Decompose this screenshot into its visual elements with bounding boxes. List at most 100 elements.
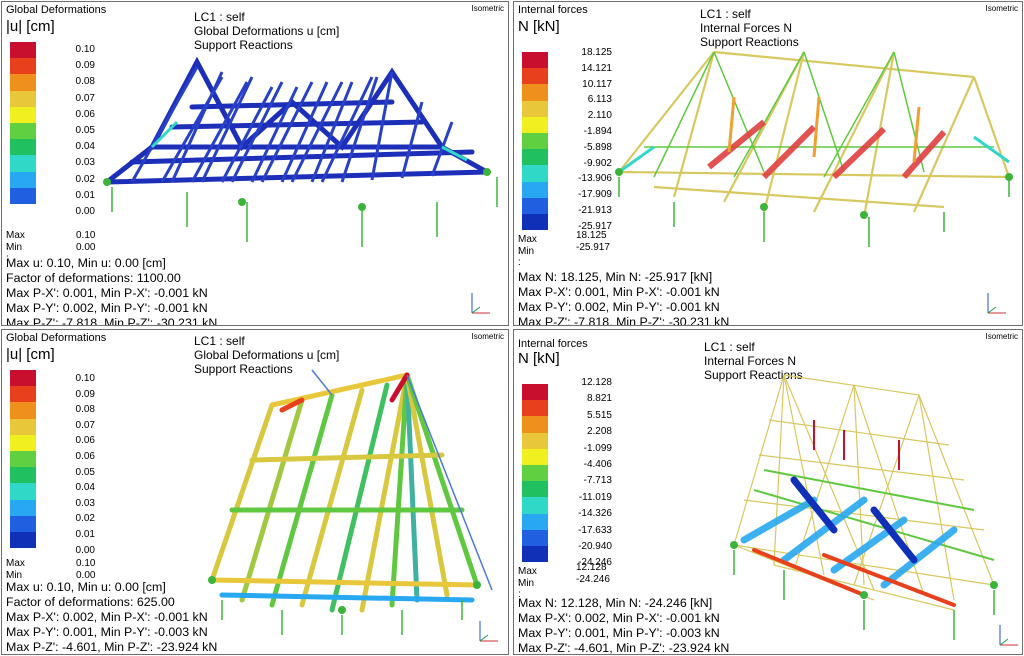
scale-tick-label: -13.906 <box>578 173 612 185</box>
scale-swatch <box>522 529 548 546</box>
legend-title: Internal forces <box>518 4 588 16</box>
scale-tick-label: -5.898 <box>583 141 612 153</box>
deformation-panel-2[interactable]: Global Deformations |u| [cm] Isometric L… <box>1 329 509 655</box>
result-line: Max P-X': 0.002, Min P-X': -0.001 kN <box>518 611 720 625</box>
max-label: Max : <box>6 230 25 252</box>
scale-swatch <box>522 384 548 401</box>
axis-triad-icon <box>980 288 1010 318</box>
scale-tick-label: -21.913 <box>578 205 612 216</box>
scale-swatch <box>522 84 548 101</box>
scale-tick-label: 12.128 <box>581 377 612 388</box>
scale-swatch <box>10 90 36 107</box>
legend-unit: N [kN] <box>518 350 560 367</box>
result-line: Max P-Y': 0.002, Min P-Y': -0.001 kN <box>518 300 720 314</box>
result-type-label: Global Deformations u [cm] <box>194 24 340 38</box>
scale-swatch <box>10 74 36 91</box>
color-scale <box>10 370 36 549</box>
scale-tick-label: -7.713 <box>583 475 612 487</box>
header-block: LC1 : self Global Deformations u [cm] Su… <box>194 10 339 52</box>
results-summary: Max u: 0.10, Min u: 0.00 [cm] Factor of … <box>6 256 218 326</box>
results-summary: Max N: 12.128, Min N: -24.246 [kN] Max P… <box>518 596 729 654</box>
scale-swatch <box>522 448 548 465</box>
scale-swatch <box>522 545 548 563</box>
scale-tick-label: 0.06 <box>75 451 95 462</box>
result-line: Factor of deformations: 1100.00 <box>6 271 181 285</box>
scale-tick-label: 0.08 <box>75 404 95 416</box>
max-value: 18.125 <box>576 230 607 241</box>
structure-render[interactable] <box>614 37 1023 252</box>
scale-swatch <box>10 171 36 188</box>
min-value: 0.00 <box>76 242 96 253</box>
scale-swatch <box>522 213 548 231</box>
view-label[interactable]: Isometric <box>471 332 504 341</box>
view-label[interactable]: Isometric <box>471 4 504 13</box>
scale-swatch <box>10 402 36 419</box>
structure-render[interactable] <box>724 360 1019 645</box>
min-label: Min : <box>518 578 535 600</box>
min-value: -25.917 <box>576 242 610 253</box>
legend-title: Global Deformations <box>6 332 107 344</box>
scale-swatch <box>522 497 548 514</box>
scale-swatch <box>522 116 548 133</box>
header-block: LC1 : self Internal Forces N Support Rea… <box>700 7 799 49</box>
max-value: 0.10 <box>76 230 96 241</box>
scale-swatch <box>10 418 36 435</box>
scale-tick-label: -14.326 <box>578 508 612 520</box>
scale-swatch <box>522 416 548 433</box>
deformation-panel-1[interactable]: Global Deformations |u| [cm] Isometric L… <box>1 1 509 326</box>
scale-tick-label: 0.10 <box>75 44 95 55</box>
internal-forces-panel-1[interactable]: Internal forces N [kN] Isometric LC1 : s… <box>513 1 1023 326</box>
scale-swatch <box>10 122 36 140</box>
scale-swatch <box>10 370 36 387</box>
scale-swatch <box>522 132 548 150</box>
scale-swatch <box>10 499 36 516</box>
result-line: Max P-X': 0.001, Min P-X': -0.001 kN <box>6 286 208 300</box>
header-block: LC1 : self Internal Forces N Support Rea… <box>704 340 803 382</box>
scale-tick-label: 0.02 <box>75 173 95 185</box>
scale-swatch <box>10 139 36 156</box>
min-label: Min : <box>518 246 535 268</box>
max-label: Max : <box>518 566 537 588</box>
scale-swatch <box>10 106 36 123</box>
scale-tick-label: 0.08 <box>75 76 95 88</box>
internal-forces-panel-2[interactable]: Internal forces N [kN] Isometric LC1 : s… <box>513 329 1023 655</box>
scale-swatch <box>522 400 548 417</box>
scale-tick-label: 10.117 <box>582 78 612 90</box>
structure-render[interactable] <box>92 42 509 252</box>
scale-tick-label: 0.06 <box>75 108 95 120</box>
scale-tick-label: 0.09 <box>75 60 95 72</box>
scale-tick-label: -4.406 <box>583 459 612 470</box>
scale-swatch <box>10 483 36 500</box>
scale-tick-label: 0.06 <box>75 435 95 447</box>
result-line: Max P-X': 0.002, Min P-X': -0.001 kN <box>6 610 208 624</box>
scale-swatch <box>522 513 548 530</box>
result-line: Max P-X': 0.001, Min P-X': -0.001 kN <box>518 285 720 299</box>
result-type-label: Internal Forces N <box>700 21 793 35</box>
header-block: LC1 : self Global Deformations u [cm] Su… <box>194 334 339 376</box>
scale-swatch <box>10 386 36 403</box>
view-label[interactable]: Isometric <box>985 4 1018 13</box>
scale-tick-label: 18.125 <box>581 47 612 58</box>
scale-swatch <box>10 155 36 172</box>
result-line: Max P-Z': -7.818, Min P-Z': -30.231 kN <box>6 316 218 326</box>
scale-tick-label: 0.09 <box>75 388 95 400</box>
view-label[interactable]: Isometric <box>985 332 1018 341</box>
support-reactions-label: Support Reactions <box>704 368 803 382</box>
scale-tick-label: 0.03 <box>75 157 95 169</box>
min-value: 0.00 <box>76 570 96 581</box>
result-line: Max N: 12.128, Min N: -24.246 [kN] <box>518 596 713 610</box>
result-type-label: Internal Forces N <box>704 354 797 368</box>
scale-swatch <box>10 58 36 75</box>
result-line: Max P-Z': -7.818, Min P-Z': -30.231 kN <box>518 315 730 326</box>
load-case-label: LC1 : self <box>194 10 245 24</box>
structure-render[interactable] <box>202 360 502 640</box>
scale-tick-label: 0.00 <box>75 544 95 556</box>
load-case-label: LC1 : self <box>194 334 245 348</box>
legend-unit: N [kN] <box>518 18 560 35</box>
scale-tick-label: 0.00 <box>75 206 95 217</box>
scale-tick-label: 0.01 <box>75 189 95 201</box>
scale-swatch <box>10 42 36 59</box>
results-summary: Max u: 0.10, Min u: 0.00 [cm] Factor of … <box>6 580 217 654</box>
scale-tick-label: 0.04 <box>75 141 95 153</box>
scale-tick-label: 2.208 <box>586 426 612 438</box>
